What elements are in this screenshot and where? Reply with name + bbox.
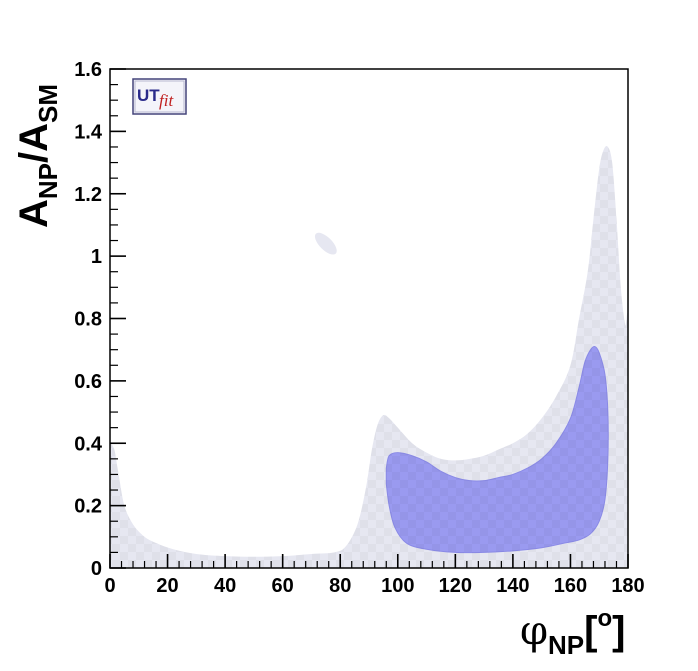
x-axis-title-bracket-close: ] xyxy=(612,609,625,653)
logo-ut-text: UT xyxy=(137,86,160,105)
y-tick-label: 0.2 xyxy=(74,496,102,518)
x-tick-label: 160 xyxy=(554,575,587,597)
y-axis-title-slash: / xyxy=(12,152,56,163)
x-tick-label: 120 xyxy=(439,575,472,597)
x-axis-title-sub: NP xyxy=(548,630,584,660)
region-inner-texture xyxy=(386,346,609,553)
x-tick-label: 20 xyxy=(156,575,178,597)
x-tick-label: 0 xyxy=(104,575,115,597)
y-axis: 0 0.2 0.4 0.6 0.8 1 1.2 1.4 1.6 xyxy=(74,59,126,580)
y-axis-title-sub1: NP xyxy=(33,163,63,199)
x-axis-title: φNP[o] xyxy=(520,605,625,660)
x-tick-label: 100 xyxy=(381,575,414,597)
y-tick-label: 1 xyxy=(91,246,102,268)
y-tick-label: 0.4 xyxy=(74,433,103,455)
x-axis: 0 20 40 60 80 100 120 140 160 180 xyxy=(104,554,645,597)
confidence-regions xyxy=(110,146,628,568)
x-tick-label: 80 xyxy=(329,575,351,597)
x-tick-label: 140 xyxy=(496,575,529,597)
y-tick-label: 0.8 xyxy=(74,309,102,331)
region-outer-texture xyxy=(110,146,628,568)
y-tick-label: 0.6 xyxy=(74,371,102,393)
y-axis-title: ANP/ASM xyxy=(12,84,63,228)
x-tick-label: 180 xyxy=(611,575,644,597)
x-axis-title-degree: o xyxy=(597,605,612,632)
y-axis-title-a1: A xyxy=(12,199,56,228)
x-axis-title-bracket-open: [ xyxy=(584,609,597,653)
y-tick-label: 0 xyxy=(91,558,102,580)
y-tick-label: 1.4 xyxy=(74,121,103,143)
region-outer-island xyxy=(314,232,337,255)
y-tick-label: 1.6 xyxy=(74,59,102,81)
x-tick-label: 60 xyxy=(272,575,294,597)
y-tick-label: 1.2 xyxy=(74,184,102,206)
x-axis-title-phi: φ xyxy=(520,608,548,654)
y-axis-title-sub2: SM xyxy=(33,84,63,123)
y-axis-title-a2: A xyxy=(12,123,56,152)
x-tick-label: 40 xyxy=(214,575,236,597)
logo-fit-text: fit xyxy=(159,91,174,110)
utfit-logo: UT fit xyxy=(132,78,187,115)
